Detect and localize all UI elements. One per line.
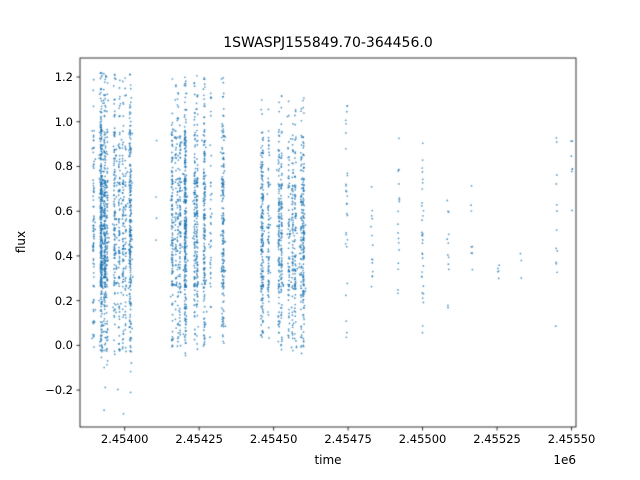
y-tick-label: 0.0: [54, 338, 73, 353]
chart-title: 1SWASPJ155849.70-364456.0: [223, 35, 433, 51]
x-tick-label: 2.45450: [249, 432, 298, 446]
y-tick-label: 0.2: [54, 293, 73, 308]
y-tick-label: 0.4: [54, 248, 73, 263]
x-tick-label: 2.45550: [547, 432, 596, 446]
x-axis-offset-label: 1e6: [553, 453, 576, 467]
y-tick-label: 1.2: [54, 70, 73, 84]
x-tick-label: 2.45475: [324, 432, 372, 446]
y-tick-label: 1.0: [54, 114, 73, 129]
x-axis-label: time: [314, 453, 342, 467]
y-tick-label: 0.6: [54, 204, 73, 219]
x-tick-label: 2.45425: [175, 432, 223, 446]
x-tick-label: 2.45500: [398, 432, 447, 446]
x-tick-label: 2.45525: [473, 432, 521, 446]
x-tick-label: 2.45400: [100, 432, 149, 446]
y-tick-label: −0.2: [45, 383, 73, 398]
y-tick-label: 0.8: [54, 159, 73, 174]
y-axis-label: flux: [14, 230, 28, 254]
